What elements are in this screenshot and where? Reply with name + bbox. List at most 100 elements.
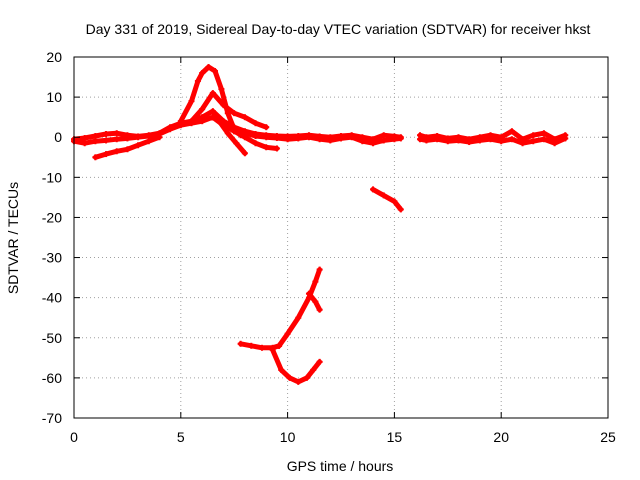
data-point	[199, 70, 206, 77]
data-point	[295, 135, 302, 142]
data-point	[167, 126, 174, 133]
data-point	[380, 192, 387, 199]
data-point	[312, 278, 319, 285]
y-tick-label: 10	[46, 89, 62, 105]
data-point	[103, 137, 110, 144]
data-point	[233, 140, 240, 147]
x-tick-label: 15	[387, 429, 403, 445]
data-point	[338, 135, 344, 142]
data-point	[252, 120, 259, 127]
y-tick-label: -60	[42, 370, 62, 386]
data-point	[258, 344, 265, 351]
data-point	[156, 134, 163, 141]
data-point	[305, 134, 312, 141]
data-point	[380, 132, 387, 139]
data-point	[444, 138, 451, 145]
y-tick-label: -50	[42, 330, 62, 346]
data-point	[241, 114, 248, 121]
data-point	[397, 135, 404, 142]
data-point	[312, 298, 319, 305]
data-point	[562, 135, 569, 142]
data-series	[71, 64, 569, 385]
data-point	[252, 133, 259, 140]
data-point	[278, 366, 285, 373]
data-point	[199, 106, 206, 113]
data-point	[508, 128, 515, 135]
y-tick-label: -70	[42, 410, 62, 426]
data-point	[135, 134, 142, 141]
data-point	[519, 140, 526, 147]
data-point	[391, 198, 398, 205]
series-line	[370, 186, 404, 212]
y-tick-label: -30	[42, 250, 62, 266]
data-point	[305, 290, 312, 297]
data-point	[316, 358, 323, 365]
data-point	[434, 136, 441, 143]
data-point	[194, 78, 201, 85]
y-tick-label: -10	[42, 169, 62, 185]
data-point	[113, 148, 120, 155]
series-line	[270, 347, 323, 385]
data-point	[124, 146, 131, 153]
data-point	[199, 118, 206, 125]
data-point	[391, 136, 398, 143]
data-point	[103, 131, 110, 138]
data-point	[81, 140, 88, 147]
data-point	[113, 130, 120, 137]
data-point	[487, 136, 494, 143]
data-point	[220, 102, 227, 109]
data-point	[397, 206, 404, 213]
data-point	[252, 140, 259, 147]
data-point	[124, 135, 131, 142]
data-point	[310, 366, 317, 373]
data-point	[359, 138, 366, 145]
data-point	[423, 137, 430, 144]
x-tick-label: 10	[280, 429, 296, 445]
chart-title: Day 331 of 2019, Sidereal Day-to-day VTE…	[86, 21, 591, 37]
data-point	[498, 138, 505, 145]
data-point	[286, 374, 293, 381]
data-point	[284, 330, 291, 337]
y-tick-label: 20	[46, 49, 62, 65]
data-point	[273, 135, 280, 142]
data-point	[241, 134, 248, 141]
data-point	[209, 90, 216, 97]
data-point	[530, 138, 537, 145]
data-point	[145, 138, 152, 145]
data-point	[380, 137, 387, 144]
y-tick-label: 0	[54, 129, 62, 145]
data-point	[269, 346, 276, 353]
data-point	[508, 136, 515, 143]
x-tick-label: 25	[600, 429, 616, 445]
data-point	[103, 151, 110, 158]
series-line	[178, 64, 244, 138]
y-axis-label: SDTVAR / TECUs	[5, 182, 21, 294]
data-point	[216, 118, 223, 125]
data-point	[218, 86, 225, 93]
data-point	[92, 133, 99, 140]
data-point	[263, 134, 270, 141]
data-point	[466, 139, 473, 146]
data-point	[316, 306, 323, 313]
axis-ticks: 0 5 10 15 20 25 20 10 0 -10 -20 -30 -40 -50 -60 -70	[42, 49, 616, 445]
x-tick-label: 20	[493, 429, 509, 445]
data-point	[188, 118, 195, 125]
data-point	[209, 108, 216, 115]
data-point	[135, 142, 142, 149]
data-point	[455, 137, 462, 144]
data-point	[295, 314, 302, 321]
data-point	[224, 130, 231, 137]
data-point	[248, 342, 255, 349]
data-point	[237, 340, 244, 347]
data-point	[348, 134, 355, 141]
data-point	[551, 140, 558, 147]
data-point	[263, 144, 270, 151]
data-point	[241, 150, 248, 157]
data-point	[81, 135, 88, 142]
data-point	[276, 342, 283, 349]
data-point	[284, 136, 291, 143]
x-axis-label: GPS time / hours	[287, 458, 394, 474]
data-point	[273, 145, 280, 152]
data-point	[540, 136, 547, 143]
